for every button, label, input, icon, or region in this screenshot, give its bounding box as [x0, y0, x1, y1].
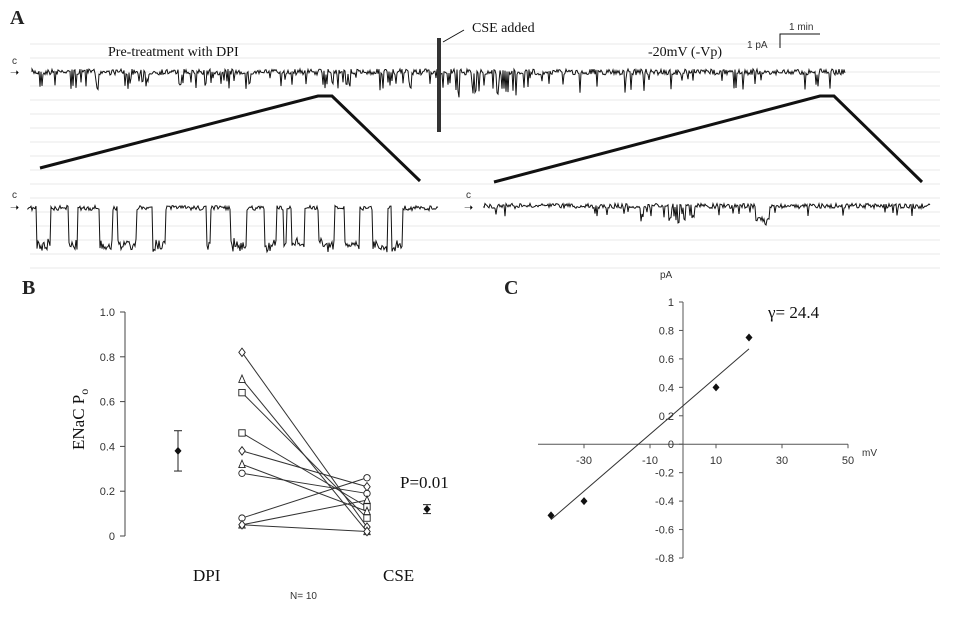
b-cse-point — [363, 474, 371, 482]
b-y-tick-label: 0.4 — [100, 441, 115, 453]
b-mean-point — [423, 505, 431, 514]
b-pair-line — [241, 472, 368, 494]
c-axes — [538, 302, 848, 558]
b-category-label-cse: CSE — [383, 566, 414, 585]
panel-c-letter: C — [504, 277, 518, 299]
cse-pointer-line — [442, 29, 465, 43]
closed-marker-right: c — [466, 190, 471, 201]
c-y-tick-label: -0.8 — [655, 553, 674, 565]
b-n-label: N= 10 — [290, 591, 317, 602]
c-x-tick-label: 10 — [710, 455, 722, 467]
closed-arrow-left-icon: ➝ — [10, 202, 19, 214]
b-cse-point — [363, 514, 371, 522]
c-y-axis-label: pA — [660, 270, 673, 281]
b-y-tick-label: 0.8 — [100, 352, 115, 364]
b-dpi-point — [238, 469, 246, 477]
b-dpi-point — [238, 388, 246, 397]
b-y-tick-label: 1.0 — [100, 307, 115, 319]
c-x-tick-label: 30 — [776, 455, 788, 467]
cse-added-label: CSE added — [472, 21, 535, 36]
b-cse-point — [363, 526, 371, 537]
c-data-point — [580, 497, 588, 506]
c-y-tick-label: 0.4 — [659, 382, 674, 394]
zoom-outline-right — [493, 94, 924, 184]
c-y-tick-label: 1 — [668, 297, 674, 309]
c-y-tick-label: -0.4 — [655, 496, 674, 508]
panel-b: B 1.0 0.8 0.6 0.4 0.2 0 ENaC Po DPI CSE P=0.0… — [22, 277, 449, 602]
b-y-tick-label: 0 — [109, 531, 115, 543]
b-dpi-point — [238, 373, 246, 383]
c-x-ticks: -30 -10 10 30 50 — [576, 444, 854, 467]
b-pair-line — [241, 477, 368, 519]
c-y-tick-label: 0 — [668, 439, 674, 451]
closed-marker-left: c — [12, 190, 17, 201]
b-mean-point — [174, 446, 182, 455]
c-x-axis-label: mV — [862, 448, 877, 459]
b-y-ticks: 1.0 0.8 0.6 0.4 0.2 0 — [100, 307, 125, 543]
c-gamma-label: γ= 24.4 — [767, 303, 820, 322]
b-pair-line — [241, 524, 368, 533]
c-data-point — [712, 383, 720, 392]
c-y-tick-label: 0.8 — [659, 325, 674, 337]
b-pair-line — [241, 450, 368, 488]
current-trace-expanded-right — [483, 201, 931, 227]
c-y-tick-label: -0.6 — [655, 525, 674, 537]
b-pair-line — [241, 463, 368, 512]
c-y-tick-label: 0.2 — [659, 411, 674, 423]
c-data-points — [547, 333, 753, 520]
b-dpi-point — [238, 458, 246, 468]
trace-background-grid — [30, 43, 940, 269]
panel-b-letter: B — [22, 277, 35, 299]
c-x-tick-label: -30 — [576, 455, 592, 467]
closed-marker-top: c — [12, 56, 17, 67]
b-paired-lines — [238, 347, 371, 537]
closed-arrow-right-icon: ➝ — [464, 202, 473, 214]
c-y-tick-label: 0.6 — [659, 354, 674, 366]
b-y-tick-label: 0.2 — [100, 486, 115, 498]
c-fit-line — [550, 348, 750, 520]
c-data-point — [745, 333, 753, 342]
c-y-ticks: 1 0.8 0.6 0.4 0.2 0 -0.2 -0.4 -0.6 -0.8 — [655, 297, 683, 565]
current-trace-expanded-left — [27, 204, 439, 254]
pretreatment-label: Pre-treatment with DPI — [108, 45, 239, 60]
b-pair-line — [241, 392, 368, 519]
b-dpi-point — [238, 347, 246, 358]
panel-a-letter: A — [10, 7, 25, 29]
panel-a: A c ➝ CSE added Pre-treatment with DPI -… — [10, 7, 940, 269]
c-x-tick-label: -10 — [642, 455, 658, 467]
panel-c: C pA mV 1 0.8 0.6 0.4 0.2 0 -0.2 -0.4 -0.6 -0.8 -… — [504, 270, 877, 565]
b-mean-markers — [174, 430, 431, 515]
scale-bar — [779, 33, 820, 48]
b-dpi-point — [238, 429, 246, 437]
c-data-point — [547, 511, 555, 520]
b-dpi-point — [238, 445, 246, 456]
closed-arrow-top-icon: ➝ — [10, 67, 19, 79]
b-pair-line — [241, 499, 368, 526]
b-pair-line — [241, 432, 368, 508]
b-cse-point — [363, 506, 371, 516]
b-cse-point — [363, 481, 371, 492]
scale-current-label: 1 pA — [747, 40, 768, 51]
b-pair-line — [241, 352, 368, 528]
voltage-label: -20mV (-Vp) — [648, 45, 722, 60]
scale-time-label: 1 min — [789, 22, 813, 33]
b-y-tick-label: 0.6 — [100, 397, 115, 409]
b-cse-point — [363, 494, 371, 504]
b-dpi-point — [238, 519, 246, 530]
cse-added-bar — [437, 38, 441, 132]
c-x-tick-label: 50 — [842, 455, 854, 467]
zoom-outline-left — [39, 94, 422, 183]
b-category-label-dpi: DPI — [193, 566, 221, 585]
c-y-tick-label: -0.2 — [655, 468, 674, 480]
b-y-axis-label: ENaC Po — [69, 389, 91, 450]
b-p-value: P=0.01 — [400, 473, 449, 492]
